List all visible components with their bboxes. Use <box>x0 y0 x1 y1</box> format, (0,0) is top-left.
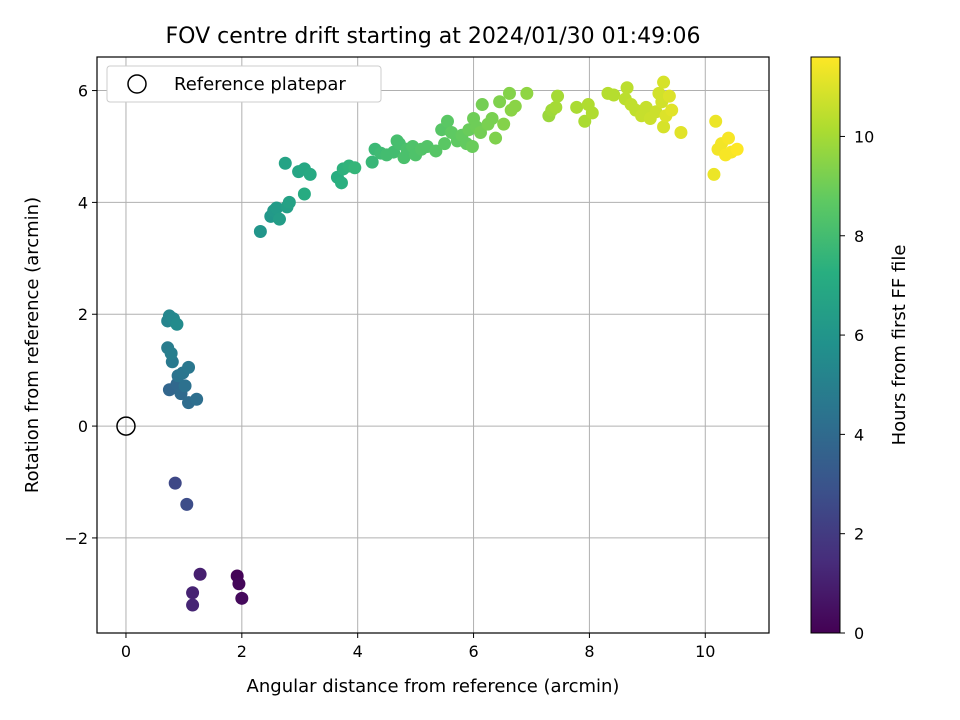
reference-point <box>116 416 136 436</box>
data-point <box>193 567 207 581</box>
x-tick-label: 6 <box>468 642 478 661</box>
x-axis-ticks: 0 2 4 6 8 10 <box>121 633 715 661</box>
data-point <box>709 114 723 128</box>
data-point <box>438 137 452 151</box>
legend: Reference platepar <box>106 65 382 103</box>
data-point <box>551 89 565 103</box>
data-point <box>657 120 671 134</box>
data-points <box>161 75 744 612</box>
y-axis-ticks: −2 0 2 4 6 <box>64 82 97 548</box>
data-point <box>465 139 479 153</box>
reference-marker <box>116 416 136 436</box>
data-point <box>168 476 182 490</box>
legend-reference-marker <box>127 74 147 94</box>
y-tick-label: 6 <box>78 82 88 101</box>
colorbar-gradient <box>810 56 841 634</box>
data-point <box>190 392 204 406</box>
data-point <box>497 117 511 131</box>
data-point <box>707 167 721 181</box>
data-point <box>272 212 286 226</box>
data-point <box>502 86 516 100</box>
data-point <box>440 114 454 128</box>
plot-frame <box>96 56 770 634</box>
data-point <box>570 100 584 114</box>
colorbar-ticks: 0 2 4 6 8 10 <box>840 127 874 643</box>
data-point <box>489 131 503 145</box>
data-point <box>474 125 488 139</box>
data-point <box>348 161 362 175</box>
data-point <box>508 99 522 113</box>
data-point <box>665 103 679 117</box>
colorbar: 0 2 4 6 8 10 Hours from first FF file <box>810 56 910 643</box>
data-point <box>235 591 249 605</box>
legend-box <box>106 65 382 103</box>
data-point <box>639 100 653 114</box>
data-point <box>585 106 599 120</box>
colorbar-label: Hours from first FF file <box>889 245 910 446</box>
data-point <box>607 88 621 102</box>
colorbar-tick-label: 8 <box>854 227 864 246</box>
data-point <box>657 75 671 89</box>
data-point <box>721 131 735 145</box>
data-point <box>662 89 676 103</box>
colorbar-tick-label: 0 <box>854 624 864 643</box>
y-axis-label: Rotation from reference (arcmin) <box>22 197 43 493</box>
data-point <box>178 379 192 393</box>
data-point <box>282 195 296 209</box>
chart-title: FOV centre drift starting at 2024/01/30 … <box>166 24 701 49</box>
data-point <box>232 577 246 591</box>
colorbar-tick-label: 2 <box>854 525 864 544</box>
data-point <box>297 187 311 201</box>
x-tick-label: 0 <box>121 642 131 661</box>
data-point <box>278 156 292 170</box>
data-point <box>170 317 184 331</box>
x-tick-label: 2 <box>237 642 247 661</box>
x-axis-label: Angular distance from reference (arcmin) <box>247 676 620 697</box>
data-point <box>253 224 267 238</box>
legend-label: Reference platepar <box>174 74 346 95</box>
colorbar-tick-label: 4 <box>854 425 864 444</box>
data-point <box>186 598 200 612</box>
data-point <box>365 155 379 169</box>
data-point <box>674 125 688 139</box>
x-tick-label: 8 <box>584 642 594 661</box>
data-point <box>164 346 178 360</box>
data-point <box>334 176 348 190</box>
grid-lines <box>97 57 769 633</box>
data-point <box>429 144 443 158</box>
data-point <box>485 112 499 126</box>
data-point <box>186 586 200 600</box>
data-point <box>182 360 196 374</box>
colorbar-tick-label: 10 <box>854 127 874 146</box>
y-tick-label: −2 <box>64 529 88 548</box>
data-point <box>578 114 592 128</box>
y-tick-label: 0 <box>78 417 88 436</box>
x-tick-label: 4 <box>353 642 363 661</box>
y-tick-label: 4 <box>78 193 88 212</box>
data-point <box>493 95 507 109</box>
x-tick-label: 10 <box>695 642 715 661</box>
y-tick-label: 2 <box>78 305 88 324</box>
data-point <box>270 201 284 215</box>
data-point <box>475 98 489 112</box>
data-point <box>730 142 744 156</box>
data-point <box>303 167 317 181</box>
data-point <box>549 100 563 114</box>
data-point <box>649 105 663 119</box>
data-point <box>520 86 534 100</box>
data-point <box>620 81 634 95</box>
colorbar-tick-label: 6 <box>854 326 864 345</box>
data-point <box>180 497 194 511</box>
